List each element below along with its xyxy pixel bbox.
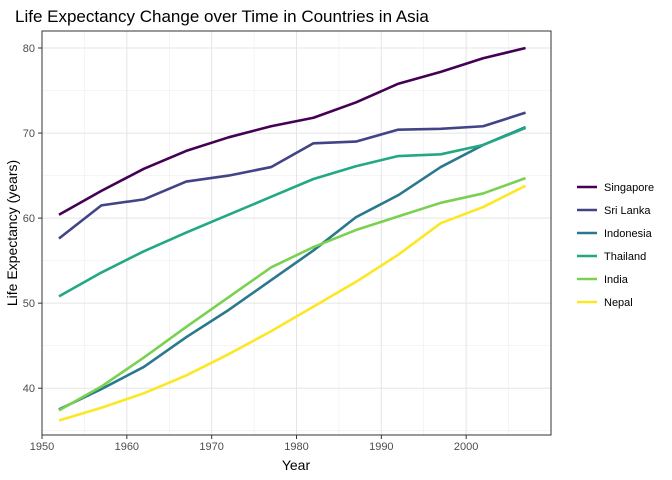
legend-label: Singapore [604,182,654,194]
x-axis-title: Year [282,457,311,473]
x-tick-label: 1980 [284,441,308,453]
legend-label: India [604,274,629,286]
legend-label: Indonesia [604,228,653,240]
legend-label: Nepal [604,297,633,309]
x-axis-ticks: 1950 1960 1970 1980 1990 2000 [30,435,478,453]
y-tick-label: 60 [23,213,35,225]
legend: Singapore Sri Lanka Indonesia Thailand India… [577,182,654,309]
y-axis-ticks: 40 50 60 70 80 [23,43,42,395]
legend-label: Thailand [604,251,646,263]
y-tick-label: 40 [23,383,35,395]
y-tick-label: 80 [23,43,35,55]
y-axis-title: Life Expectancy (years) [4,160,20,306]
series-line-indonesia [58,125,527,411]
y-tick-label: 70 [23,128,35,140]
legend-label: Sri Lanka [604,205,651,217]
series-line-nepal [58,184,527,422]
x-tick-label: 2000 [454,441,478,453]
series-line-india [58,176,526,412]
y-tick-label: 50 [23,298,35,310]
x-tick-label: 1970 [199,441,223,453]
series-line-sri-lanka [58,111,526,240]
x-tick-label: 1960 [115,441,139,453]
chart-title: Life Expectancy Change over Time in Coun… [15,7,429,26]
series-line-thailand [58,126,527,298]
x-tick-label: 1990 [369,441,393,453]
series-line-singapore [58,46,526,216]
x-tick-label: 1950 [30,441,54,453]
series-lines [58,46,527,422]
